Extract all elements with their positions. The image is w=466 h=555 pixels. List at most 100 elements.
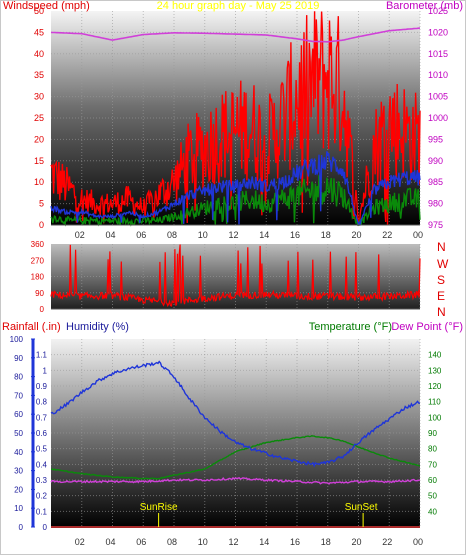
barometer-line bbox=[50, 27, 421, 43]
dew-point-line bbox=[50, 476, 421, 485]
humidity-tick-label: 0.8 bbox=[36, 398, 48, 407]
temperature-tick-label: 40 bbox=[428, 507, 437, 516]
rainfall-tick-label: 20 bbox=[14, 485, 23, 494]
sunset-label: SunSet bbox=[345, 502, 378, 513]
direction-label-e: E bbox=[437, 289, 445, 303]
x-tick-label: 02 bbox=[75, 230, 85, 240]
x-tick-label: 20 bbox=[351, 537, 361, 547]
barometer-tick-label: 1015 bbox=[428, 49, 448, 59]
x-tick-label: 04 bbox=[105, 230, 115, 240]
barometer-tick-label: 1005 bbox=[428, 92, 448, 102]
wind-plot-background bbox=[51, 11, 420, 225]
x-tick-label: 08 bbox=[167, 230, 177, 240]
barometer-tick-label: 1010 bbox=[428, 70, 448, 80]
x-tick-label: 00 bbox=[413, 230, 423, 240]
windspeed-axis-label: Windspeed (mph) bbox=[3, 0, 90, 12]
x-tick-label: 14 bbox=[259, 230, 269, 240]
barometer-axis-label: Barometer (mb) bbox=[386, 0, 463, 12]
temperature-tick-label: 70 bbox=[428, 460, 437, 469]
temperature-grid bbox=[51, 339, 421, 527]
wind-x-axis-ticks: 02 04 06 08 10 12 14 16 18 20 22 00 bbox=[75, 230, 423, 240]
temperature-tick-label: 90 bbox=[428, 429, 437, 438]
x-tick-label: 02 bbox=[75, 537, 85, 547]
windspeed-tick-label: 25 bbox=[34, 113, 44, 123]
humidity-tick-label: 0 bbox=[43, 523, 48, 532]
humidity-tick-label: 0.9 bbox=[36, 382, 48, 391]
barometer-tick-label: 975 bbox=[428, 220, 443, 230]
humidity-tick-label: 0.3 bbox=[36, 476, 48, 485]
humidity-tick-label: 0.2 bbox=[36, 492, 48, 501]
direction-label-n-bottom: N bbox=[437, 305, 446, 319]
humidity-tick-label: 0.4 bbox=[36, 460, 48, 469]
humidity-tick-label: 1 bbox=[43, 366, 48, 375]
rainfall-tick-label: 90 bbox=[14, 354, 23, 363]
windspeed-tick-label: 40 bbox=[34, 49, 44, 59]
windspeed-tick-label: 50 bbox=[34, 6, 44, 16]
x-tick-label: 22 bbox=[382, 230, 392, 240]
x-tick-label: 06 bbox=[136, 537, 146, 547]
direction-tick-label: 90 bbox=[35, 289, 44, 298]
temperature-axis-label: Temperature (°F) bbox=[309, 321, 392, 333]
x-tick-label: 04 bbox=[105, 537, 115, 547]
temperature-tick-label: 50 bbox=[428, 492, 437, 501]
barometer-tick-label: 980 bbox=[428, 199, 443, 209]
x-tick-label: 12 bbox=[228, 537, 238, 547]
temperature-tick-label: 140 bbox=[428, 351, 442, 360]
humidity-line bbox=[50, 360, 420, 468]
rainfall-tick-label: 80 bbox=[14, 373, 23, 382]
temperature-tick-label: 100 bbox=[428, 413, 442, 422]
direction-axis: 0 90 180 270 360 bbox=[31, 240, 45, 314]
humidity-tick-label: 0.7 bbox=[36, 413, 48, 422]
rainfall-tick-label: 100 bbox=[10, 335, 24, 344]
x-tick-label: 18 bbox=[321, 230, 331, 240]
rainfall-tick-label: 60 bbox=[14, 410, 23, 419]
x-tick-label: 10 bbox=[198, 230, 208, 240]
direction-panel: 0 90 180 270 360 N W S E N bbox=[31, 240, 449, 319]
barometer-tick-label: 1000 bbox=[428, 113, 448, 123]
barometer-tick-label: 1020 bbox=[428, 27, 448, 37]
humidity-tick-label: 0.6 bbox=[36, 429, 48, 438]
barometer-tick-label: 990 bbox=[428, 156, 443, 166]
windspeed-tick-label: 15 bbox=[34, 156, 44, 166]
temperature-x-axis-ticks: 02 04 06 08 10 12 14 16 18 20 22 00 bbox=[75, 537, 423, 547]
barometer-tick-label: 995 bbox=[428, 134, 443, 144]
wind-direction-line bbox=[50, 244, 421, 308]
rainfall-axis: 0 10 20 30 40 50 60 70 80 90 100 bbox=[10, 335, 35, 532]
x-tick-label: 16 bbox=[290, 537, 300, 547]
direction-label-n-top: N bbox=[437, 240, 446, 254]
x-tick-label: 10 bbox=[198, 537, 208, 547]
x-tick-label: 20 bbox=[351, 230, 361, 240]
dew-point-axis-label: Dew Point (°F) bbox=[391, 321, 463, 333]
direction-label-w: W bbox=[437, 257, 449, 271]
temperature-tick-label: 120 bbox=[428, 382, 442, 391]
temperature-tick-label: 130 bbox=[428, 366, 442, 375]
direction-tick-label: 360 bbox=[31, 240, 45, 249]
temperature-panel: Rainfall (.in) Humidity (%) Temperature … bbox=[2, 321, 463, 547]
windspeed-axis: 0 5 10 15 20 25 30 35 40 45 50 bbox=[34, 6, 44, 230]
direction-label-s: S bbox=[437, 273, 445, 287]
rainfall-axis-label: Rainfall (.in) bbox=[2, 321, 61, 333]
x-tick-label: 14 bbox=[259, 537, 269, 547]
humidity-axis: 0 0.1 0.2 0.3 0.4 0.5 0.6 0.7 0.8 0.9 1 1.1 bbox=[36, 351, 48, 532]
windspeed-tick-label: 0 bbox=[39, 220, 44, 230]
humidity-axis-label: Humidity (%) bbox=[66, 321, 129, 333]
windspeed-tick-label: 5 bbox=[39, 199, 44, 209]
wind-average-line bbox=[50, 151, 421, 227]
rainfall-tick-label: 40 bbox=[14, 448, 23, 457]
windspeed-tick-label: 10 bbox=[34, 177, 44, 187]
rainfall-tick-label: 50 bbox=[14, 429, 23, 438]
x-tick-label: 12 bbox=[228, 230, 238, 240]
x-tick-label: 08 bbox=[167, 537, 177, 547]
direction-tick-label: 0 bbox=[40, 305, 45, 314]
windspeed-tick-label: 30 bbox=[34, 92, 44, 102]
barometer-axis: 975 980 985 990 995 1000 1005 1010 1015 1020 1025 bbox=[428, 6, 448, 230]
barometer-tick-label: 985 bbox=[428, 177, 443, 187]
direction-series bbox=[50, 244, 421, 308]
temperature-line bbox=[51, 435, 420, 480]
rainfall-tick-label: 10 bbox=[14, 504, 23, 513]
x-tick-label: 22 bbox=[382, 537, 392, 547]
rainfall-tick-label: 30 bbox=[14, 467, 23, 476]
x-tick-label: 06 bbox=[136, 230, 146, 240]
